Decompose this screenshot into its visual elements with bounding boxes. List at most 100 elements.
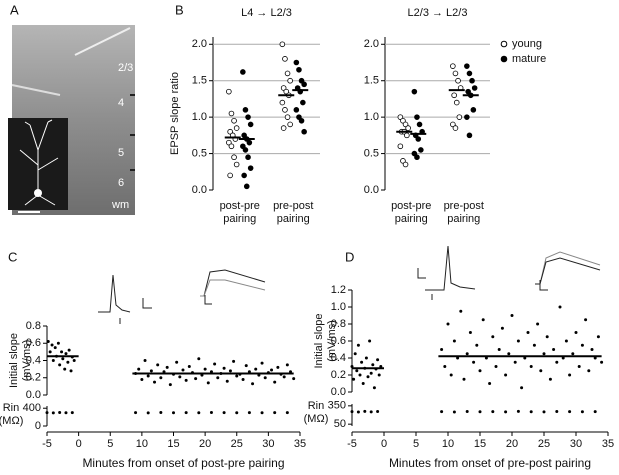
panel-label: C (8, 249, 17, 264)
rin-point (555, 410, 559, 414)
data-point (140, 377, 144, 381)
legend-marker (500, 40, 508, 48)
x-tick-label: 35 (602, 438, 614, 450)
data-point (564, 339, 568, 343)
data-point (301, 128, 307, 135)
data-point (468, 331, 472, 334)
data-point (282, 107, 288, 113)
data-point (232, 359, 236, 363)
rin-point (146, 411, 150, 415)
x-tick-label: 10 (442, 438, 454, 450)
data-point (402, 161, 409, 168)
data-point (404, 132, 410, 139)
data-point (465, 352, 469, 356)
panel-label: D (345, 249, 354, 264)
data-point (213, 362, 217, 366)
x-tick-label: pairing (223, 213, 256, 225)
rin-axis-label: Rin (3, 402, 20, 414)
data-point (488, 382, 492, 385)
data-point (247, 121, 254, 128)
data-point (516, 339, 520, 343)
data-point (181, 368, 185, 372)
y-tick-label: 0.0 (364, 184, 379, 196)
data-point (364, 356, 368, 360)
x-axis-label: Minutes from onset of pre-post pairing (389, 456, 591, 470)
x-tick-label: 15 (474, 438, 486, 450)
data-point (397, 114, 404, 120)
y-axis-label: Initial slope (8, 333, 20, 388)
data-point (63, 367, 67, 371)
y-axis-label: (mV/ms) (326, 320, 338, 362)
data-point (282, 375, 286, 379)
data-point (222, 366, 226, 370)
chart-title: L4 → L2/3 (241, 7, 292, 19)
data-point (231, 117, 237, 124)
rin-point (350, 410, 354, 414)
data-point (194, 377, 198, 381)
data-point (168, 383, 172, 387)
rin-point (285, 411, 289, 415)
data-point (270, 368, 274, 372)
x-tick-label: 10 (136, 438, 148, 450)
data-point (360, 360, 364, 364)
x-tick-label: 20 (199, 438, 211, 450)
x-tick-label: -5 (42, 438, 52, 450)
data-point (56, 341, 60, 345)
data-point (453, 99, 460, 106)
rin-point (452, 410, 456, 414)
data-point (240, 69, 246, 75)
rin-point (580, 410, 584, 414)
rin-point (593, 410, 597, 414)
data-point (452, 70, 459, 77)
data-point (443, 365, 447, 368)
data-point (240, 143, 246, 150)
data-point (532, 343, 536, 347)
data-point (61, 357, 65, 361)
x-tick-label: 30 (262, 438, 274, 450)
rin-point (491, 410, 495, 414)
y-tick-label: 0.8 (26, 320, 41, 332)
data-point (574, 331, 578, 334)
data-point (284, 114, 291, 120)
data-point (53, 346, 57, 350)
data-point (552, 348, 556, 351)
data-point (276, 365, 280, 369)
y-tick-label: 1.0 (331, 301, 346, 313)
data-point (284, 70, 291, 77)
panel-label: A (10, 2, 19, 17)
rin-point (70, 411, 74, 415)
y-tick-label: 0.2 (331, 369, 346, 381)
rin-point (45, 411, 49, 415)
data-point (548, 377, 552, 381)
y-tick-label: 0.0 (192, 184, 207, 196)
data-point (279, 99, 286, 106)
rin-point (465, 410, 469, 414)
data-point (228, 143, 235, 150)
rin-point (516, 409, 520, 413)
y-tick-label: 2.0 (364, 38, 379, 50)
data-point (143, 359, 147, 362)
rin-point (440, 410, 444, 414)
data-point (203, 367, 207, 371)
data-point (296, 66, 302, 73)
data-point (371, 363, 375, 367)
data-point (466, 132, 473, 139)
data-point (260, 361, 264, 365)
rin-axis-label: (MΩ) (304, 413, 329, 425)
y-tick-label: 350 (328, 400, 346, 412)
data-point (369, 371, 373, 375)
data-point (358, 373, 362, 377)
y-tick-label: 0.0 (26, 389, 41, 401)
data-point (137, 367, 141, 371)
data-point (416, 121, 423, 128)
data-point (580, 343, 584, 347)
data-point (292, 377, 296, 381)
layer-label: 5 (118, 147, 124, 159)
data-point (296, 114, 302, 120)
data-point (411, 150, 418, 157)
x-tick-label: 35 (294, 438, 306, 450)
y-tick-label: 1.2 (331, 284, 346, 296)
y-tick-label: 0.6 (26, 337, 41, 349)
data-point (247, 165, 254, 171)
data-point (414, 114, 420, 120)
